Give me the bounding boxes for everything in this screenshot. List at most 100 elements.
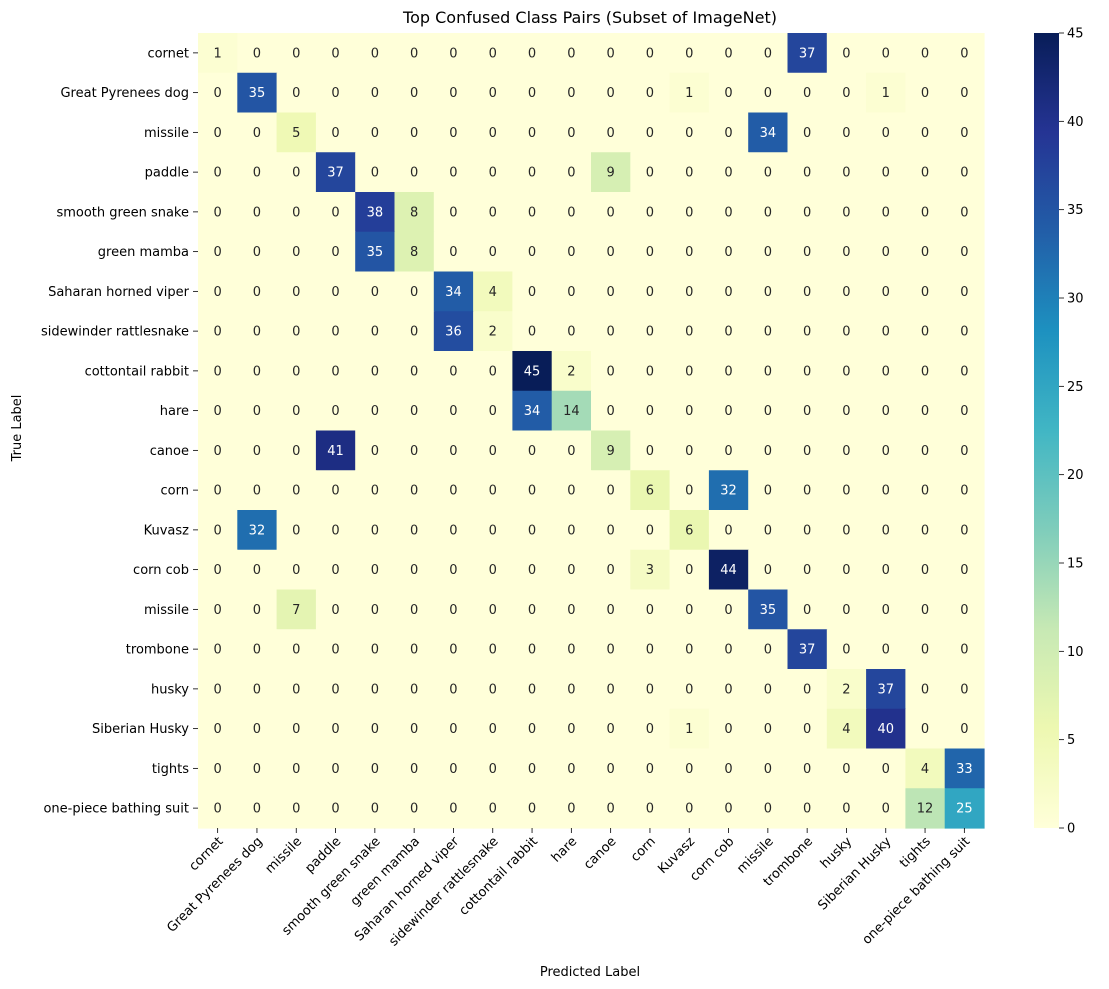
cell-value-label: 0 xyxy=(410,762,418,777)
row-labels: cornet Great Pyrenees dog missile paddle smo… xyxy=(41,46,198,817)
cell-value-label: 0 xyxy=(253,245,261,260)
heatmap-cell xyxy=(276,271,317,312)
heatmap-cell xyxy=(433,311,474,352)
cell-value-label: 0 xyxy=(764,205,772,220)
heatmap-cell xyxy=(394,629,435,670)
heatmap-cell xyxy=(866,589,906,630)
cell-value-label: 0 xyxy=(882,404,890,419)
cell-value-label: 0 xyxy=(410,285,418,300)
row-label: green mamba xyxy=(98,245,189,260)
cell-value-label: 4 xyxy=(842,722,850,737)
heatmap-cell xyxy=(276,788,317,829)
colorbar-tick-label: 35 xyxy=(1067,203,1084,218)
heatmap-cell xyxy=(826,231,867,273)
heatmap-cell xyxy=(394,470,435,511)
heatmap-cell xyxy=(748,152,789,193)
cell-value-label: 0 xyxy=(489,523,497,538)
heatmap-cell xyxy=(630,669,671,710)
heatmap-cell xyxy=(355,72,396,114)
cell-value-label: 0 xyxy=(685,603,693,618)
heatmap-cell xyxy=(787,351,828,392)
cell-value-label: 0 xyxy=(803,245,811,260)
heatmap-cell xyxy=(237,231,278,273)
heatmap-cell xyxy=(905,629,946,670)
cell-value-label: 0 xyxy=(489,126,497,141)
cell-value-label: 0 xyxy=(410,682,418,697)
cell-value-label: 0 xyxy=(685,126,693,141)
heatmap-cell xyxy=(276,231,317,273)
cell-value-label: 0 xyxy=(685,325,693,340)
cell-value-label: 1 xyxy=(685,722,693,737)
heatmap-cell xyxy=(433,470,474,511)
cell-value-label: 0 xyxy=(842,523,850,538)
heatmap-cell xyxy=(669,72,710,114)
heatmap-cell xyxy=(905,510,946,551)
heatmap-cell xyxy=(905,430,946,471)
heatmap-cell xyxy=(551,669,592,710)
heatmap-cell xyxy=(315,112,356,153)
heatmap-cell xyxy=(591,390,631,432)
heatmap-cell xyxy=(473,311,513,352)
cell-value-label: 0 xyxy=(882,523,890,538)
heatmap-cell xyxy=(237,629,278,670)
heatmap-cell xyxy=(669,271,710,312)
heatmap-cell xyxy=(630,271,671,312)
cell-value-label: 32 xyxy=(249,523,266,538)
cell-value-label: 0 xyxy=(842,404,850,419)
row-label: hare xyxy=(160,404,189,419)
heatmap-cell xyxy=(551,470,592,511)
cell-value-label: 0 xyxy=(331,245,339,260)
heatmap-cell xyxy=(433,748,474,789)
column-label: Siberian Husky xyxy=(815,834,894,913)
heatmap-cell xyxy=(355,33,396,74)
cell-value-label: 0 xyxy=(253,205,261,220)
cell-value-label: 0 xyxy=(607,563,615,578)
column-label: corn xyxy=(628,834,659,865)
cell-value-label: 0 xyxy=(567,325,575,340)
heatmap-cell xyxy=(787,231,828,273)
cell-value-label: 0 xyxy=(803,166,811,181)
heatmap-cell xyxy=(394,311,435,352)
cell-value-label: 0 xyxy=(449,682,457,697)
heatmap-cell xyxy=(708,351,749,392)
cell-value-label: 0 xyxy=(724,682,732,697)
cell-value-label: 0 xyxy=(882,46,890,61)
cell-value-label: 0 xyxy=(960,285,968,300)
cell-value-label: 0 xyxy=(331,802,339,817)
heatmap-cell xyxy=(551,152,592,193)
heatmap-cell xyxy=(944,669,985,710)
heatmap-cell xyxy=(905,589,946,630)
heatmap-cell xyxy=(591,231,631,273)
cell-value-label: 0 xyxy=(567,563,575,578)
cell-value-label: 0 xyxy=(292,643,300,658)
heatmap-cell xyxy=(591,33,631,74)
heatmap-cell xyxy=(866,629,906,670)
cell-value-label: 0 xyxy=(567,762,575,777)
cell-value-label: 0 xyxy=(528,86,536,101)
cell-value-label: 38 xyxy=(367,205,384,220)
heatmap-cell xyxy=(591,788,631,829)
cell-value-label: 7 xyxy=(292,603,300,618)
heatmap-cell xyxy=(355,748,396,789)
cell-value-label: 0 xyxy=(803,484,811,499)
heatmap-cell xyxy=(315,390,356,432)
cell-value-label: 0 xyxy=(724,444,732,459)
heatmap-cell xyxy=(473,33,513,74)
cell-value-label: 0 xyxy=(331,484,339,499)
cell-value-label: 0 xyxy=(567,86,575,101)
heatmap-cell xyxy=(826,72,867,114)
cell-value-label: 0 xyxy=(331,325,339,340)
cell-value-label: 0 xyxy=(607,46,615,61)
cell-value-label: 0 xyxy=(882,325,890,340)
heatmap-cell xyxy=(276,72,317,114)
heatmap-cell xyxy=(787,430,828,471)
column-label: tights xyxy=(897,834,934,871)
cell-value-label: 0 xyxy=(724,166,732,181)
heatmap-cell xyxy=(708,470,749,511)
cell-value-label: 0 xyxy=(528,762,536,777)
column-label: husky xyxy=(818,834,856,872)
cell-value-label: 0 xyxy=(528,563,536,578)
cell-value-label: 0 xyxy=(449,643,457,658)
heatmap-cell xyxy=(473,192,513,233)
heatmap-cell xyxy=(198,430,238,471)
